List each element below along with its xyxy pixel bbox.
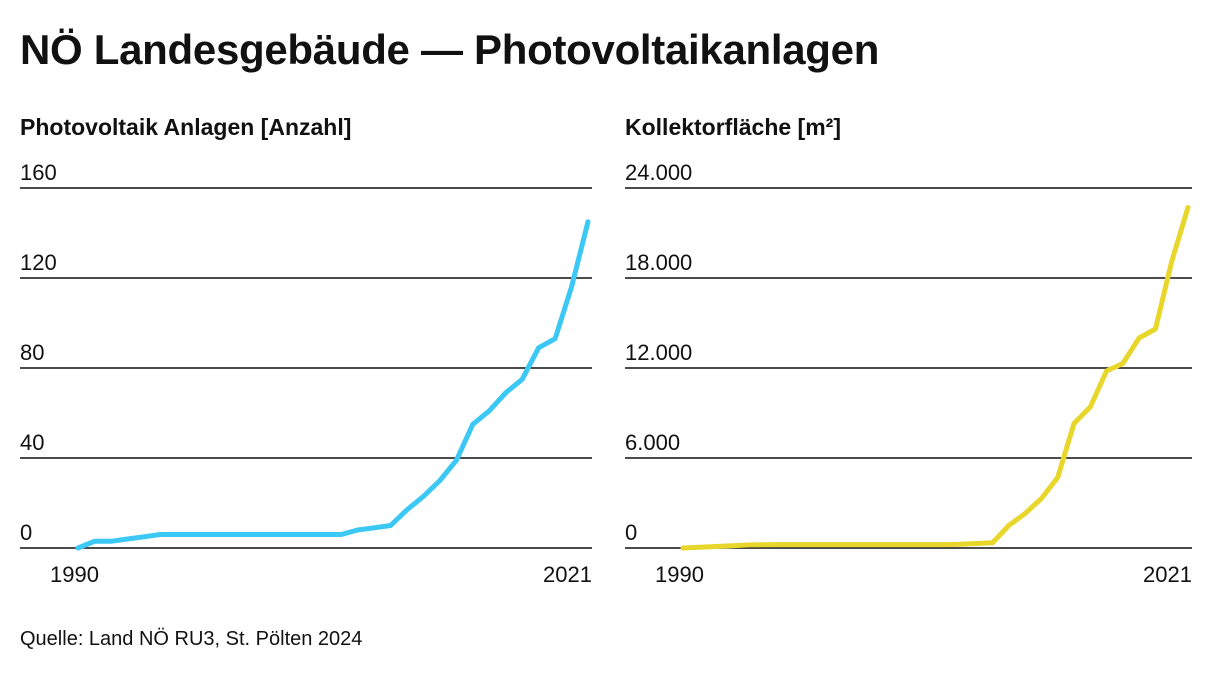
y-tick-label: 24.000 [625, 160, 692, 185]
chart-svg: 0 6.000 12.000 18.000 24.000 1990 2021 [625, 160, 1192, 587]
chart-title: Photovoltaik Anlagen [Anzahl] [20, 114, 352, 140]
y-tick-label: 6.000 [625, 430, 680, 455]
x-tick-label: 2021 [543, 562, 592, 587]
y-tick-label: 12.000 [625, 340, 692, 365]
y-tick-label: 40 [20, 430, 44, 455]
x-tick-label: 2021 [1143, 562, 1192, 587]
x-tick-label: 1990 [50, 562, 99, 587]
chart-anzahl: Photovoltaik Anlagen [Anzahl] 0 40 80 120 16… [20, 110, 600, 600]
x-tick-label: 1990 [655, 562, 704, 587]
y-tick-label: 120 [20, 250, 57, 275]
y-tick-label: 80 [20, 340, 44, 365]
page-title: NÖ Landesgebäude — Photovoltaikanlagen [20, 26, 880, 73]
y-tick-label: 0 [20, 520, 32, 545]
y-tick-label: 18.000 [625, 250, 692, 275]
y-tick-label: 160 [20, 160, 57, 185]
series-line [75, 219, 591, 551]
chart-kollektorflaeche: Kollektorfläche [m²] 0 6.000 12.000 18.000 2… [625, 110, 1200, 600]
series-line [680, 205, 1191, 551]
y-tick-label: 0 [625, 520, 637, 545]
chart-title: Kollektorfläche [m²] [625, 114, 841, 140]
source-note: Quelle: Land NÖ RU3, St. Pölten 2024 [20, 628, 363, 650]
chart-svg: 0 40 80 120 160 1990 2021 [20, 160, 592, 587]
